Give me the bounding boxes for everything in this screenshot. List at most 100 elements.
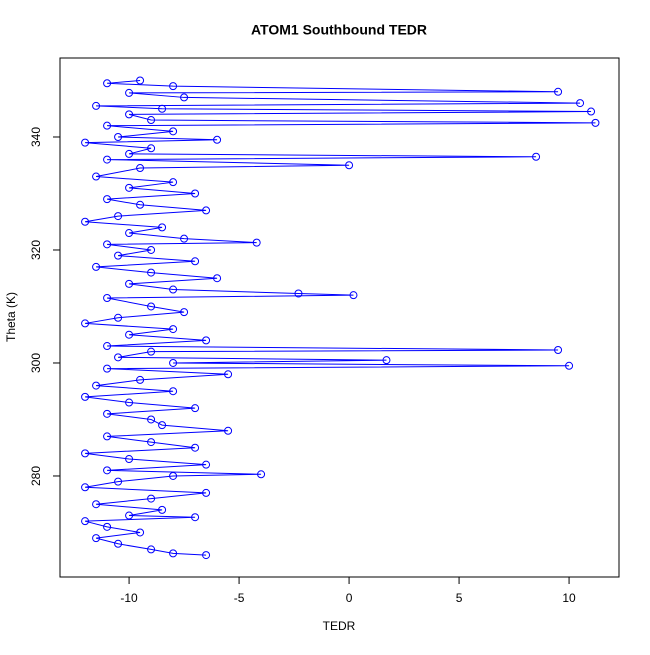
data-point [81,392,90,401]
data-point [169,325,178,334]
data-point [103,79,112,88]
data-point [191,257,200,266]
data-point [169,387,178,396]
data-point [103,364,112,373]
data-point [169,549,178,558]
data-point [125,279,134,288]
data-point [114,313,123,322]
x-axis-label: TEDR [323,619,356,633]
data-point [224,370,233,379]
data-point [81,217,90,226]
data-point [180,93,189,102]
data-point [158,505,167,514]
data-point [103,195,112,204]
data-point [169,471,178,480]
y-tick-label: 280 [29,466,43,486]
data-point [136,375,145,384]
x-tick-label: 0 [346,591,353,605]
data-point [147,545,156,554]
data-point [158,421,167,430]
data-point [136,76,145,85]
data-point [147,116,156,125]
data-point [147,245,156,254]
data-point [125,511,134,520]
data-point [103,121,112,130]
data-point [252,238,261,247]
data-point [257,470,266,479]
data-point [125,398,134,407]
data-point [92,262,101,271]
data-point [147,268,156,277]
data-point [180,308,189,317]
data-point [147,438,156,447]
data-point [125,88,134,97]
data-point [81,138,90,147]
data-point [554,345,563,354]
data-point [114,212,123,221]
data-point [125,110,134,119]
data-point [202,551,211,560]
data-line [84,79,596,556]
data-point [92,381,101,390]
data-point [554,87,563,96]
data-point [202,206,211,215]
y-tick-label: 340 [29,127,43,147]
data-point [81,517,90,526]
data-point [136,200,145,209]
data-point [202,488,211,497]
data-point [125,229,134,238]
data-point [169,285,178,294]
data-point [92,101,101,110]
y-tick-label: 300 [29,353,43,373]
x-tick-label: 10 [562,591,576,605]
data-point [81,449,90,458]
data-point [345,161,354,170]
data-point [158,104,167,113]
data-point [587,107,596,116]
data-point [114,353,123,362]
data-point [224,426,233,435]
y-axis-label: Theta (K) [4,292,18,342]
data-point [92,172,101,181]
data-point [191,189,200,198]
data-point [114,251,123,260]
data-point [103,240,112,249]
data-point [114,539,123,548]
chart-title: ATOM1 Southbound TEDR [251,22,427,38]
plot-frame [59,57,620,578]
data-point [191,404,200,413]
data-point [114,477,123,486]
data-point [213,135,222,144]
data-point [103,409,112,418]
data-point [591,118,600,127]
data-point [147,415,156,424]
data-point [169,127,178,136]
x-tick-label: -10 [120,591,138,605]
data-point [349,291,358,300]
data-point [169,82,178,91]
data-point [103,294,112,303]
data-point [180,234,189,243]
data-point [125,330,134,339]
data-point [191,513,200,522]
data-point [103,432,112,441]
data-point [125,183,134,192]
data-point [103,342,112,351]
data-point [125,455,134,464]
data-point [191,443,200,452]
data-point [147,302,156,311]
data-point [147,494,156,503]
data-point [294,289,303,298]
data-point [103,522,112,531]
data-point [532,152,541,161]
data-point [382,356,391,365]
data-point [169,178,178,187]
data-point [147,347,156,356]
x-tick-label: -5 [234,591,245,605]
y-tick-label: 320 [29,240,43,260]
data-point [213,274,222,283]
data-point [147,144,156,153]
data-point [202,336,211,345]
data-point [202,460,211,469]
